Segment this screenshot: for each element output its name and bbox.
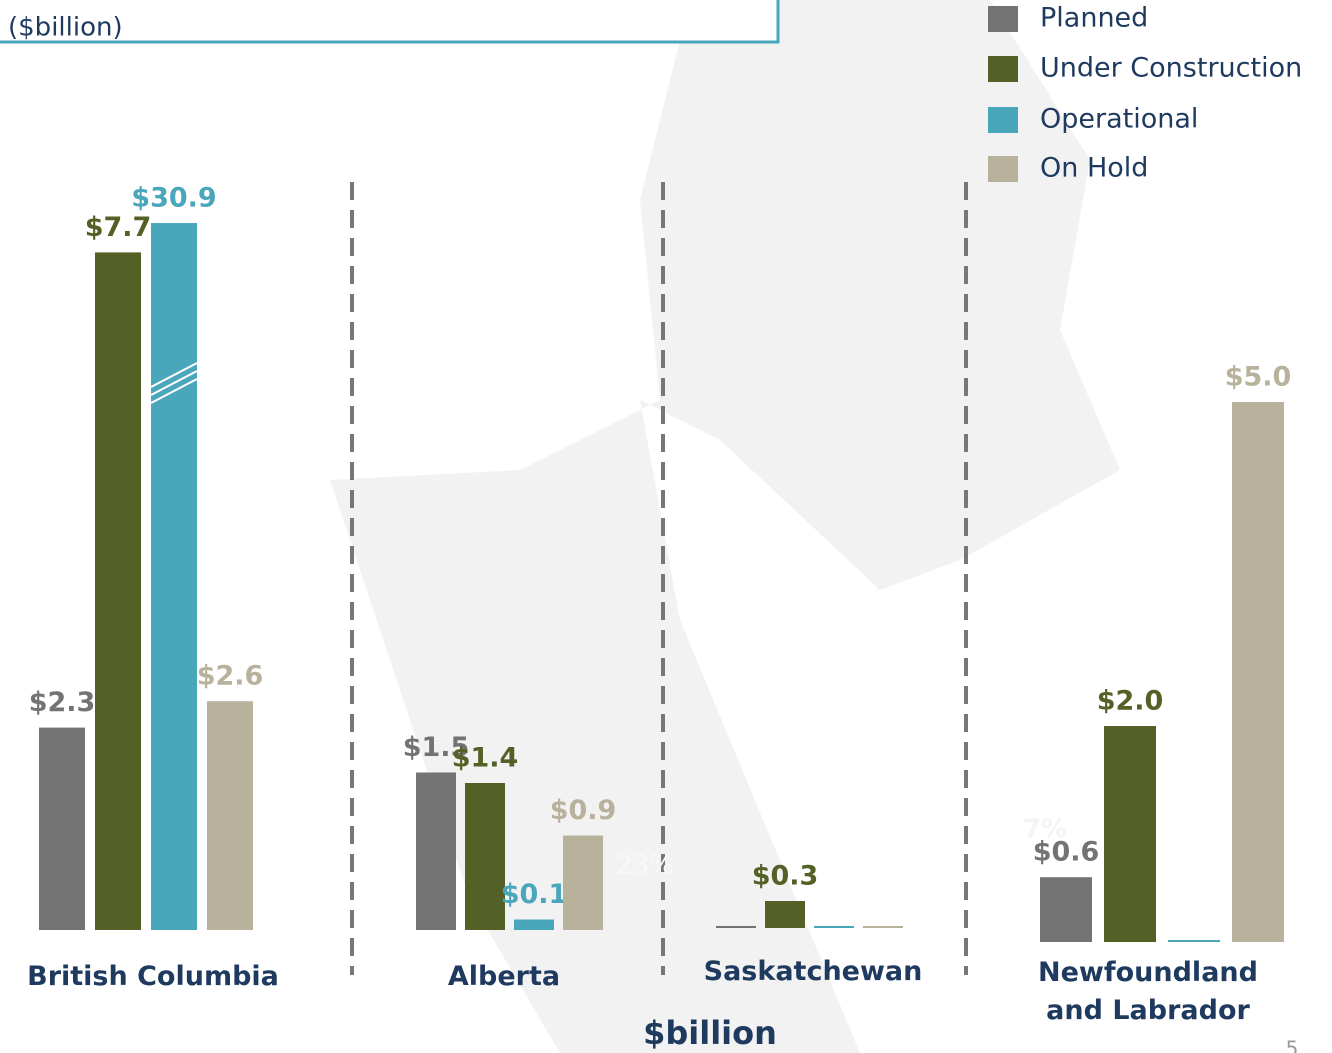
legend-swatch — [988, 107, 1018, 133]
bar — [1232, 402, 1284, 942]
value-label: $30.9 — [131, 183, 216, 214]
legend-label: On Hold — [1040, 153, 1148, 184]
value-label: $2.6 — [197, 661, 264, 692]
value-label: $0.1 — [501, 879, 568, 910]
bar — [716, 926, 756, 928]
category-label: British Columbia — [3, 958, 303, 996]
bar — [765, 901, 805, 928]
chart: ($billion) $billion 23% 7% 5 $2.3$7.7$30… — [0, 0, 1332, 1053]
bar — [863, 926, 903, 928]
value-label: $0.6 — [1033, 837, 1100, 868]
annotation: 23% — [616, 851, 674, 881]
legend-label: Under Construction — [1040, 53, 1302, 84]
category-label: Newfoundland and Labrador — [1028, 954, 1268, 1030]
value-label: $2.3 — [29, 687, 96, 718]
bar — [465, 783, 505, 930]
value-label: $0.3 — [752, 861, 819, 892]
category-label: Saskatchewan — [683, 953, 943, 991]
page-number: 5 — [1286, 1037, 1299, 1053]
bar — [95, 252, 141, 930]
bar — [1040, 877, 1092, 942]
legend-swatch — [988, 56, 1018, 82]
legend-swatch — [988, 156, 1018, 182]
subtitle: ($billion) — [8, 13, 123, 43]
value-label: $5.0 — [1225, 362, 1292, 393]
bar — [514, 920, 554, 931]
legend-label: Planned — [1040, 3, 1148, 34]
x-axis-label: $billion — [643, 1014, 777, 1052]
bar — [563, 836, 603, 931]
value-label: $7.7 — [85, 212, 152, 243]
bar — [1104, 726, 1156, 942]
value-label: $2.0 — [1097, 686, 1164, 717]
bar — [151, 223, 197, 930]
bar — [207, 701, 253, 930]
bar — [416, 773, 456, 931]
legend-label: Operational — [1040, 104, 1198, 135]
page: {"chart_data": {"type": "bar", "subtitle… — [0, 0, 1332, 1053]
bar — [1168, 940, 1220, 942]
value-label: $0.9 — [550, 795, 617, 826]
legend-swatch — [988, 6, 1018, 32]
category-label: Alberta — [384, 958, 624, 996]
value-label: $1.4 — [452, 743, 519, 774]
bar — [39, 728, 85, 930]
bar — [814, 926, 854, 928]
